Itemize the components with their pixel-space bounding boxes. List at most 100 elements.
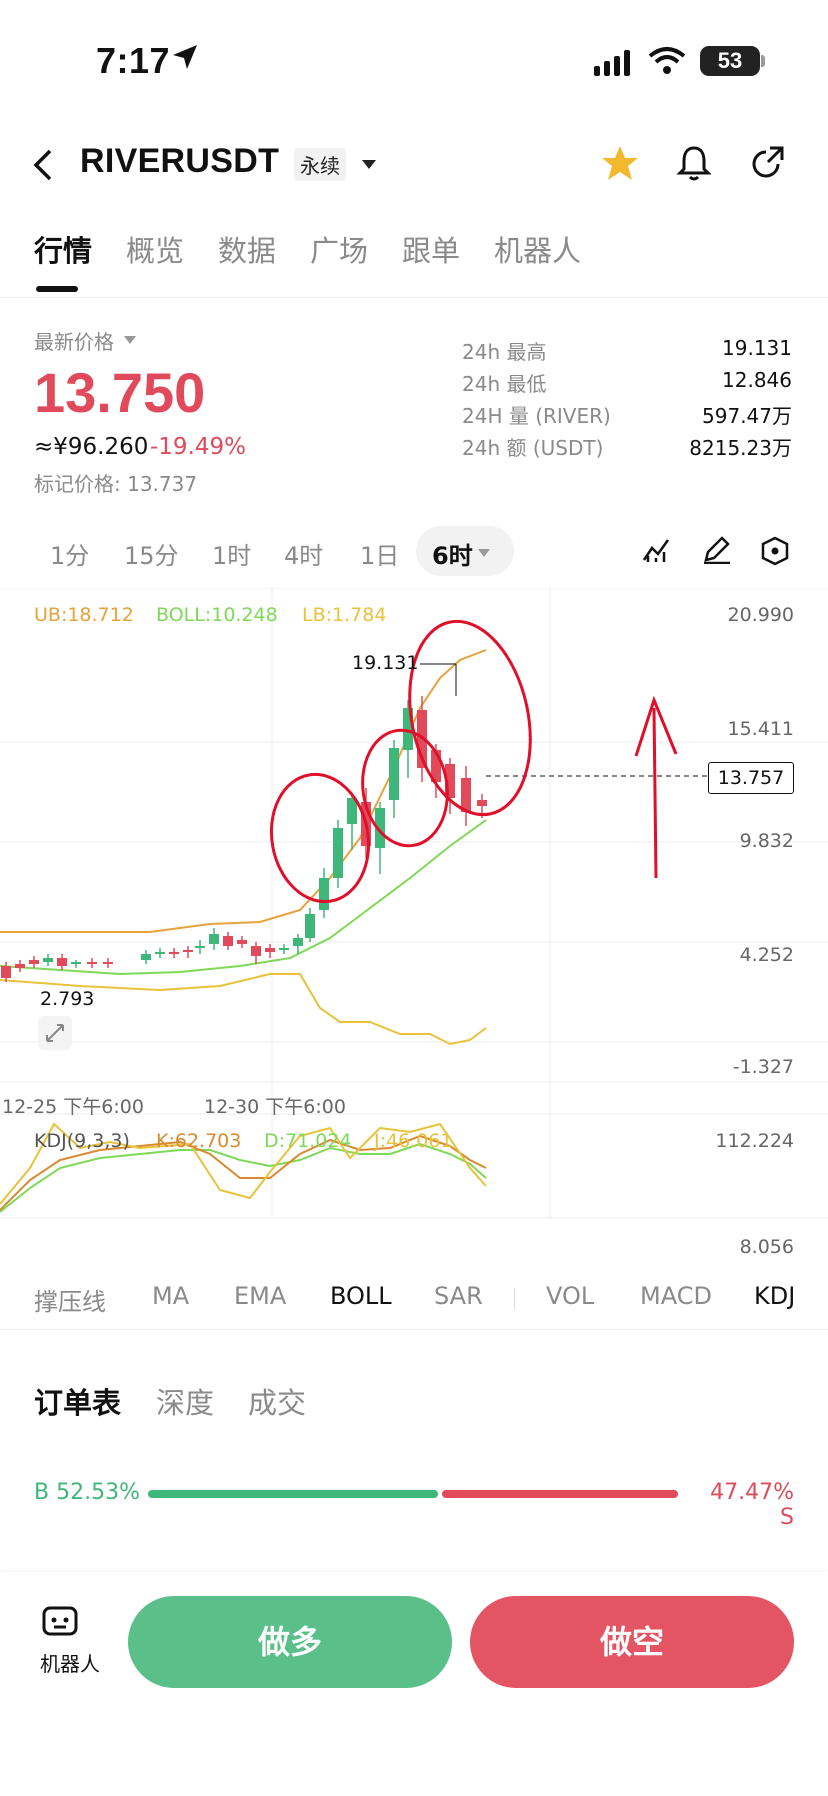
wifi-icon — [648, 47, 686, 74]
tab-robot[interactable]: 机器人 — [494, 234, 582, 268]
symbol-title[interactable]: RIVERUSDT — [80, 142, 280, 180]
kdj-legend-name: KDJ(9,3,3) — [34, 1130, 130, 1152]
kdj-axis-label: 8.056 — [739, 1236, 794, 1258]
candle-body — [431, 750, 441, 782]
chart-canvas[interactable] — [0, 588, 828, 1268]
legend-ub: UB:18.712 — [34, 604, 134, 626]
kdj-legend-d: D:71.024 — [264, 1130, 352, 1152]
stat-low-label: 24h 最低 — [462, 372, 547, 396]
candle-body — [265, 948, 275, 952]
boll-upper-line — [0, 649, 487, 933]
divider — [514, 1288, 515, 1310]
battery-tip — [761, 55, 765, 67]
candle-body — [279, 948, 289, 950]
candlestick-chart[interactable]: UB:18.712 BOLL:10.248 LB:1.784 20.990 15… — [0, 588, 828, 1268]
tab-data[interactable]: 数据 — [218, 234, 277, 268]
kdj-axis-label: 112.224 — [715, 1130, 794, 1152]
interval-4h[interactable]: 4时 — [284, 542, 324, 570]
candle-body — [319, 878, 329, 910]
interval-6h-label: 6时 — [432, 542, 473, 570]
location-arrow-icon — [173, 45, 197, 69]
candle-body — [251, 946, 261, 956]
candle-body — [195, 946, 205, 948]
time-label: 12-25 下午6:00 — [2, 1096, 144, 1118]
stat-low-value: 12.846 — [722, 368, 792, 392]
candle-body — [293, 938, 303, 946]
legend-boll: BOLL:10.248 — [156, 604, 278, 626]
tab-trades[interactable]: 成交 — [248, 1386, 307, 1420]
mark-price: 标记价格: 13.737 — [34, 472, 198, 496]
tab-overview[interactable]: 概览 — [126, 234, 185, 268]
candle-body — [103, 962, 113, 964]
indicator-sar[interactable]: SAR — [434, 1282, 483, 1310]
kdj-j-line — [0, 1122, 487, 1205]
interval-15m[interactable]: 15分 — [124, 542, 179, 570]
indicator-vol[interactable]: VOL — [546, 1282, 595, 1310]
expand-button[interactable] — [38, 1016, 72, 1050]
price-change: -19.49% — [150, 434, 246, 460]
indicator-support-resistance[interactable]: 撑压线 — [34, 1288, 106, 1316]
chevron-down-icon[interactable] — [124, 336, 136, 344]
tab-square[interactable]: 广场 — [310, 234, 369, 268]
low-marker: 2.793 — [40, 988, 95, 1010]
candle-body — [347, 798, 357, 824]
boll-lower-line — [0, 973, 487, 1046]
tab-copy-trade[interactable]: 跟单 — [402, 234, 461, 268]
stat-volume-label: 24H 量 (RIVER) — [462, 404, 611, 428]
chevron-down-icon[interactable] — [362, 160, 376, 169]
candle-body — [223, 936, 233, 946]
share-icon[interactable] — [748, 144, 786, 182]
stat-high-value: 19.131 — [722, 336, 792, 360]
star-icon[interactable] — [600, 144, 640, 182]
indicator-boll[interactable]: BOLL — [330, 1282, 392, 1310]
candle-body — [87, 962, 97, 964]
indicator-icon[interactable] — [642, 536, 672, 564]
back-icon[interactable] — [30, 148, 56, 182]
y-axis-label: 4.252 — [739, 944, 794, 966]
tab-orderbook[interactable]: 订单表 — [34, 1386, 122, 1420]
bell-icon[interactable] — [676, 144, 712, 182]
y-axis-label: -1.327 — [732, 1056, 794, 1078]
tab-depth[interactable]: 深度 — [156, 1386, 215, 1420]
signal-icon — [594, 50, 630, 76]
indicator-kdj[interactable]: KDJ — [754, 1282, 796, 1310]
stat-turnover-label: 24h 额 (USDT) — [462, 436, 604, 460]
contract-type-badge[interactable]: 永续 — [294, 148, 346, 181]
candle-body — [43, 958, 53, 962]
latest-price-label[interactable]: 最新价格 — [34, 330, 114, 354]
indicator-ma[interactable]: MA — [152, 1282, 190, 1310]
candle-body — [375, 808, 385, 848]
settings-hexagon-icon[interactable] — [760, 536, 790, 566]
robot-icon[interactable] — [40, 1600, 80, 1640]
chevron-down-icon[interactable] — [478, 549, 490, 557]
candle-body — [29, 960, 39, 964]
current-price-tag: 13.757 — [708, 762, 794, 794]
draw-pen-icon[interactable] — [702, 536, 732, 564]
interval-1d[interactable]: 1日 — [360, 542, 400, 570]
candle-body — [237, 940, 247, 944]
annotation-circle — [408, 619, 532, 817]
candle-body — [305, 914, 315, 938]
main-tabs: 行情 概览 数据 广场 跟单 机器人 — [0, 228, 828, 298]
stat-volume-value: 597.47万 — [702, 404, 792, 428]
annotation-arrow-head — [634, 695, 678, 757]
candle-body — [461, 778, 471, 812]
interval-6h[interactable] — [416, 526, 514, 576]
legend-lb: LB:1.784 — [302, 604, 387, 626]
robot-label[interactable]: 机器人 — [40, 1652, 100, 1676]
sell-ratio-bar — [442, 1490, 678, 1498]
candle-body — [477, 800, 487, 806]
tab-quotes[interactable]: 行情 — [34, 234, 93, 268]
kdj-k-line — [0, 1134, 487, 1211]
short-button[interactable]: 做空 — [470, 1596, 794, 1688]
annotation-circle — [361, 728, 449, 848]
interval-1h[interactable]: 1时 — [212, 542, 252, 570]
interval-1m[interactable]: 1分 — [50, 542, 90, 570]
candle-body — [15, 964, 25, 968]
sell-ratio: 47.47% S — [710, 1480, 794, 1530]
interval-bar: 1分 15分 1时 4时 1日 6时 — [0, 522, 828, 578]
indicator-ema[interactable]: EMA — [234, 1282, 287, 1310]
long-button[interactable]: 做多 — [128, 1596, 452, 1688]
indicator-macd[interactable]: MACD — [640, 1282, 712, 1310]
candle-body — [389, 748, 399, 800]
